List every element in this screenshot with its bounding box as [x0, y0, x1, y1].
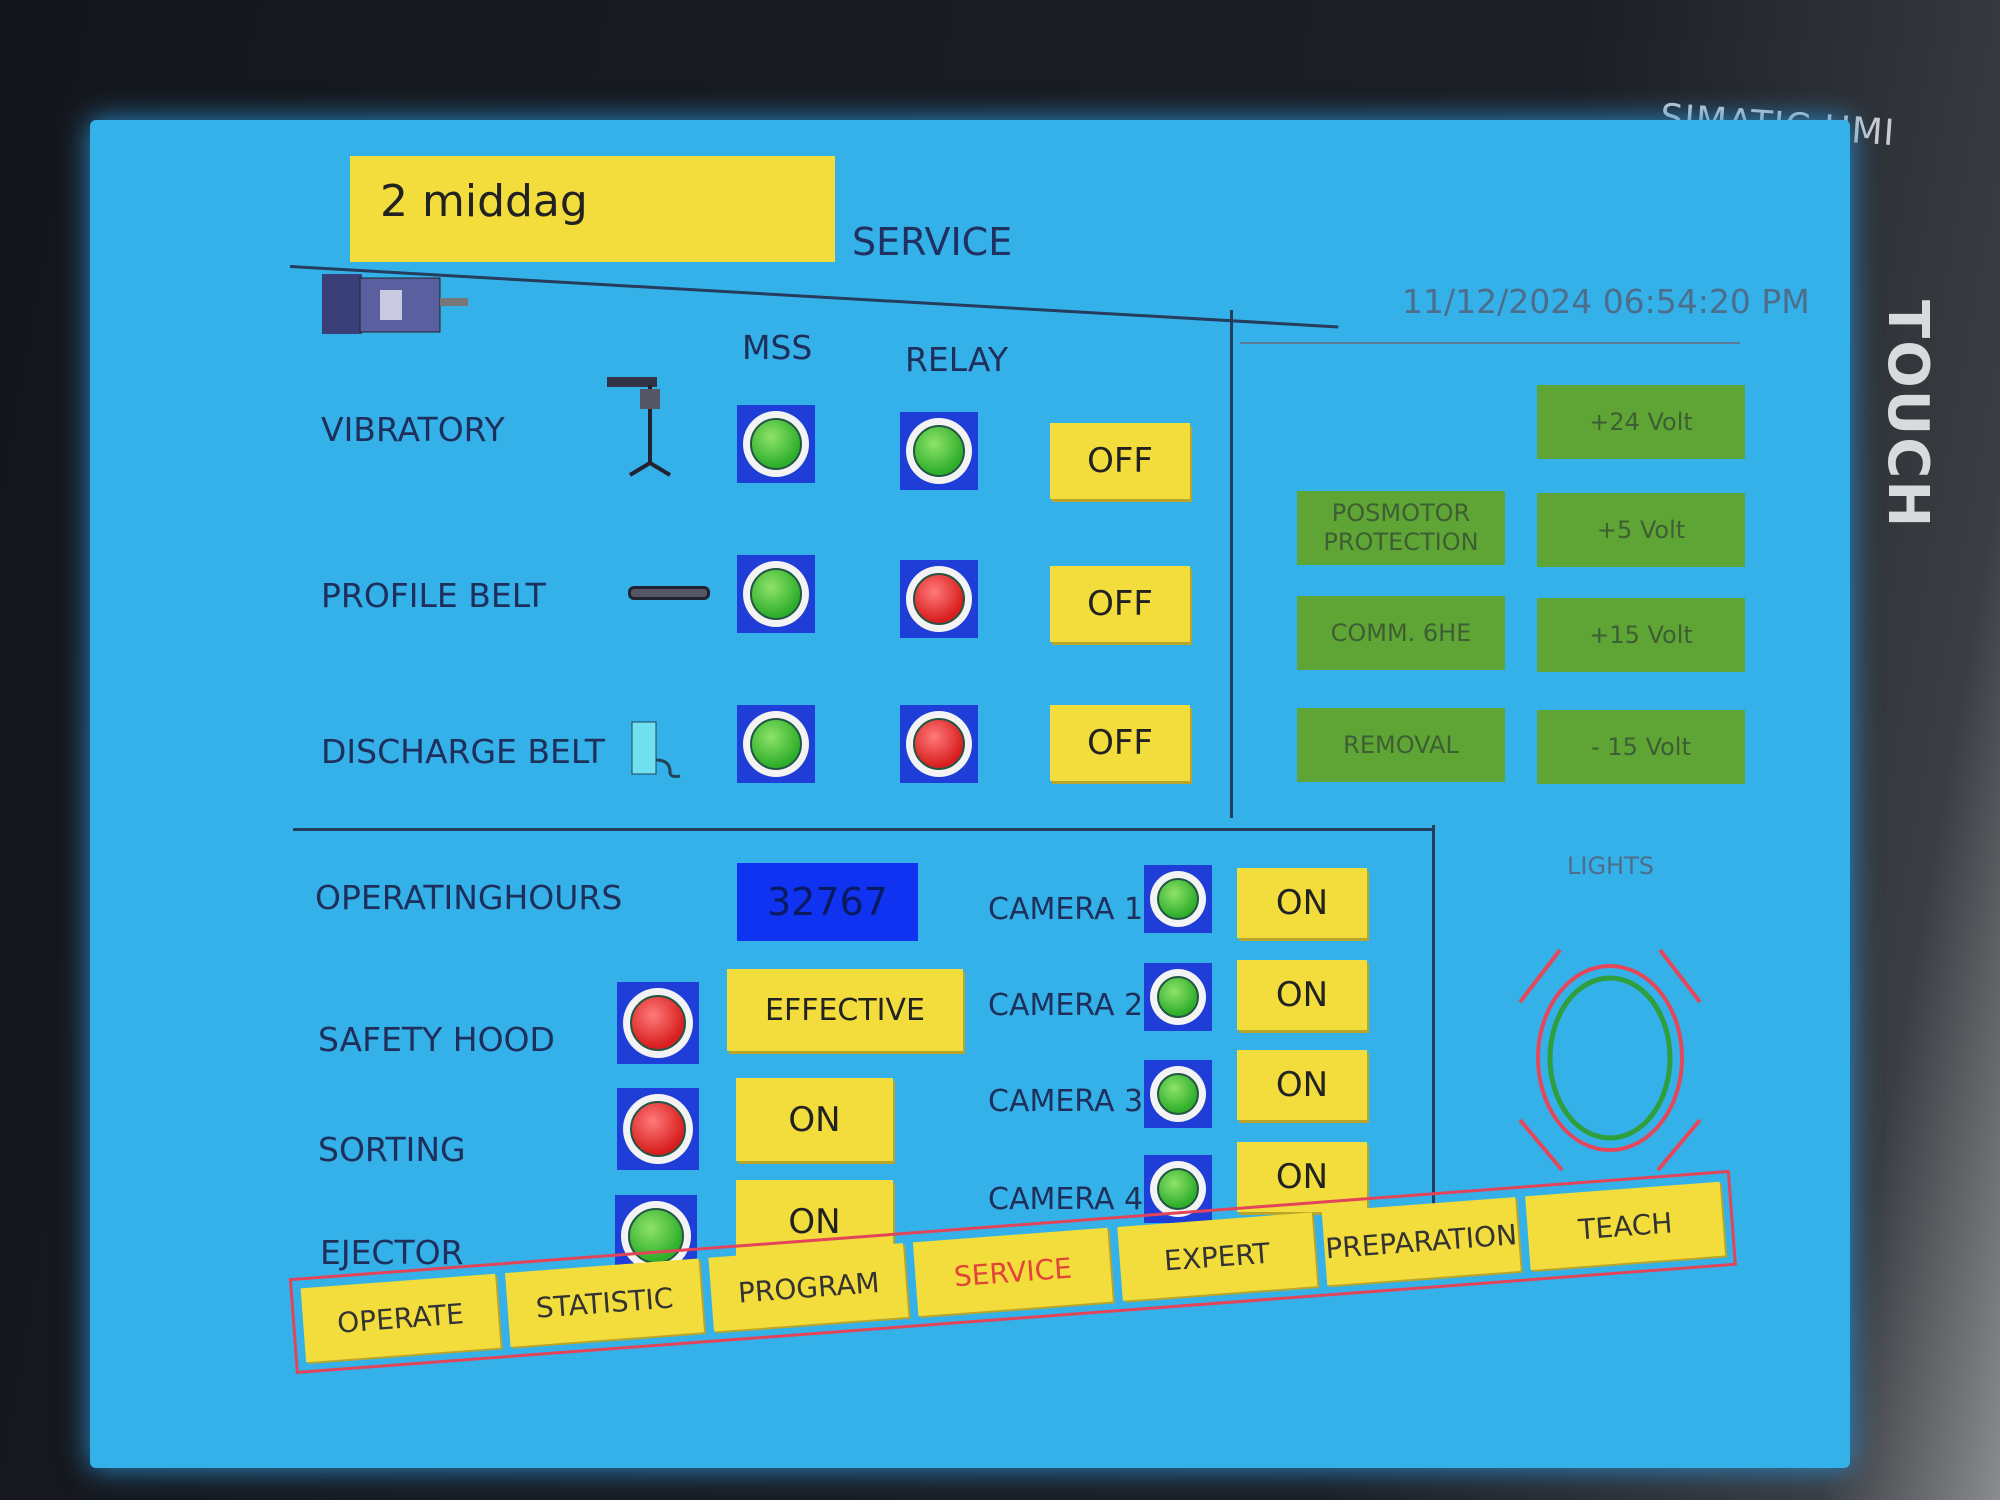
tab-program[interactable]: PROGRAM [708, 1243, 909, 1332]
camera-3-button[interactable]: ON [1237, 1050, 1367, 1120]
vibratory-toggle-button[interactable]: OFF [1050, 423, 1190, 499]
relay-header: RELAY [905, 340, 1009, 379]
hmi-screen: 2 middag SERVICE 11/12/2024 06:54:20 PM … [90, 120, 1850, 1468]
tab-service[interactable]: SERVICE [913, 1227, 1113, 1317]
safety-hood-lamp [617, 982, 699, 1064]
discharge-belt-icon [630, 720, 690, 784]
profile-belt-toggle-button[interactable]: OFF [1050, 566, 1190, 642]
plus-15-volt-status[interactable]: +15 Volt [1537, 598, 1745, 672]
sorting-lamp [617, 1088, 699, 1170]
discharge-belt-mss-lamp [737, 705, 815, 783]
profile-belt-relay-lamp [900, 560, 978, 638]
touch-label: TOUCH [1875, 300, 1940, 530]
removal-status[interactable]: REMOVAL [1297, 708, 1505, 782]
camera-4-lamp [1144, 1155, 1212, 1223]
sorting-label: SORTING [318, 1130, 466, 1169]
motor-icon [320, 268, 470, 340]
camera-1-label: CAMERA 1 [988, 892, 1144, 927]
tab-teach[interactable]: TEACH [1525, 1181, 1726, 1271]
tab-statistic[interactable]: STATISTIC [504, 1258, 705, 1347]
vibratory-icon [605, 375, 675, 489]
lights-label: LIGHTS [1567, 852, 1654, 880]
posmotor-protection-status[interactable]: POSMOTOR PROTECTION [1297, 491, 1505, 565]
camera-3-label: CAMERA 3 [988, 1084, 1144, 1119]
safety-hood-button[interactable]: EFFECTIVE [727, 969, 963, 1051]
lower-panel-divider [293, 828, 1433, 831]
camera-2-button[interactable]: ON [1237, 960, 1367, 1030]
camera-3-lamp [1144, 1060, 1212, 1128]
mss-header: MSS [742, 328, 813, 367]
comm-6he-status[interactable]: COMM. 6HE [1297, 596, 1505, 670]
camera-2-lamp [1144, 963, 1212, 1031]
vibratory-relay-lamp [900, 412, 978, 490]
recipe-title: 2 middag [350, 156, 835, 262]
panel-divider-vertical [1230, 310, 1233, 818]
vibratory-mss-lamp [737, 405, 815, 483]
camera-1-button[interactable]: ON [1237, 868, 1367, 938]
safety-hood-label: SAFETY HOOD [318, 1020, 555, 1059]
tab-expert[interactable]: EXPERT [1117, 1212, 1317, 1301]
camera-1-lamp [1144, 865, 1212, 933]
plus-5-volt-status[interactable]: +5 Volt [1537, 493, 1745, 567]
operating-hours-label: OPERATINGHOURS [315, 878, 623, 917]
tab-operate[interactable]: OPERATE [300, 1273, 501, 1363]
plus-24-volt-status[interactable]: +24 Volt [1537, 385, 1745, 459]
ejector-label: EJECTOR [320, 1233, 464, 1272]
minus-15-volt-status[interactable]: - 15 Volt [1537, 710, 1745, 784]
drive-label-profile-belt: PROFILE BELT [321, 576, 546, 615]
camera-2-label: CAMERA 2 [988, 988, 1144, 1023]
operating-hours-value: 32767 [737, 863, 918, 941]
datetime: 11/12/2024 06:54:20 PM [1402, 282, 1810, 321]
camera-4-button[interactable]: ON [1237, 1142, 1367, 1212]
discharge-belt-relay-lamp [900, 705, 978, 783]
lights-divider [1432, 825, 1435, 1237]
belt-icon [628, 586, 710, 600]
screen-name: SERVICE [852, 220, 1013, 264]
tab-preparation[interactable]: PREPARATION [1321, 1197, 1522, 1286]
drive-label-discharge-belt: DISCHARGE BELT [321, 732, 605, 771]
sorting-button[interactable]: ON [736, 1078, 893, 1161]
lights-indicator-icon[interactable] [1500, 930, 1720, 1194]
drive-label-vibratory: VIBRATORY [321, 410, 505, 449]
discharge-belt-toggle-button[interactable]: OFF [1050, 705, 1190, 781]
camera-4-label: CAMERA 4 [988, 1182, 1144, 1217]
date-divider [1240, 342, 1740, 344]
profile-belt-mss-lamp [737, 555, 815, 633]
